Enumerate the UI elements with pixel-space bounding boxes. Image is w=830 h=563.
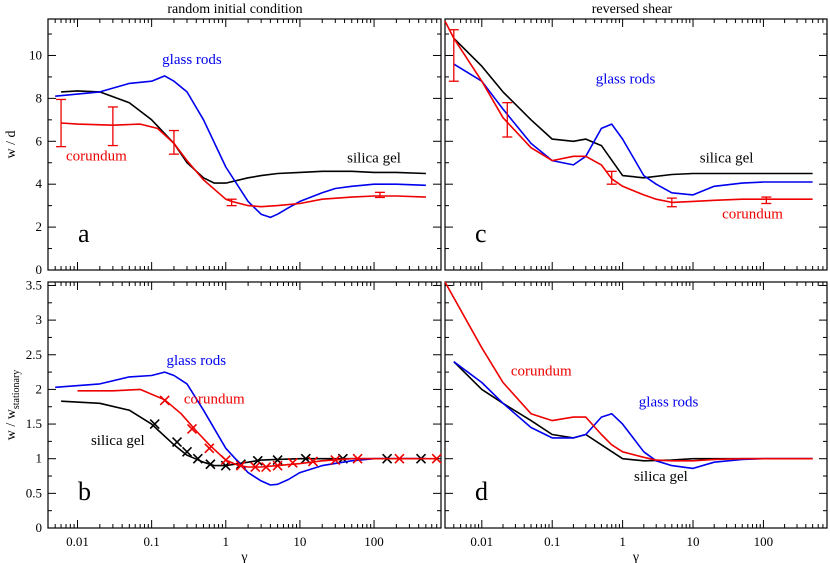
marker-x <box>330 455 341 466</box>
y-axis-label: w / d <box>4 131 19 159</box>
marker-x <box>186 423 198 434</box>
panel-letter-b: b <box>78 477 91 506</box>
marker-x <box>250 461 261 473</box>
title-right: reversed shear <box>592 2 673 17</box>
series-line-glass-rods <box>55 371 426 486</box>
x-tick-label: 0.01 <box>66 534 89 549</box>
x-tick-label: 0.01 <box>470 534 493 549</box>
marker-x <box>261 461 272 473</box>
series-line-glass-rods <box>453 361 813 470</box>
series-label-glass-rods: glass rods <box>639 395 699 411</box>
x-tick-label: 1 <box>619 534 626 549</box>
series-line-glass-rods <box>453 63 813 196</box>
marker-x <box>159 395 170 406</box>
y-tick-label: 2 <box>36 219 43 234</box>
series-label-glass-rods: glass rods <box>596 71 656 87</box>
series-line-corundum <box>444 20 813 204</box>
y-tick-label: 8 <box>36 90 43 105</box>
marker-x <box>394 453 405 464</box>
marker-x <box>431 453 442 464</box>
series-label-silica-gel: silica gel <box>700 151 754 167</box>
x-axis-label: γ <box>632 550 639 563</box>
series-label-corundum: corundum <box>722 207 783 223</box>
y-tick-label: 0 <box>36 262 43 277</box>
y-tick-label: 1.5 <box>26 416 42 431</box>
series-label-silica-gel: silica gel <box>634 469 688 485</box>
axes-frame-a <box>47 18 442 271</box>
series-line-silica-gel <box>61 90 426 184</box>
panel-a: 0 2 4 6 8 10 w / d silica gel glass rods corundum… <box>4 18 442 277</box>
marker-x <box>235 460 246 471</box>
y-tick-label: 3.5 <box>26 277 42 292</box>
marker-x <box>171 437 183 448</box>
x-tick-label: 0.1 <box>144 534 160 549</box>
y-tick-label: 2.5 <box>26 347 42 362</box>
x-tick-label: 0.1 <box>544 534 560 549</box>
marker-x <box>252 455 263 466</box>
panel-letter-c: c <box>475 219 487 248</box>
x-tick-label: 100 <box>364 534 384 549</box>
series-label-glass-rods: glass rods <box>162 52 222 68</box>
y-tick-label: 6 <box>36 133 43 148</box>
marker-x <box>287 457 298 468</box>
marker-x <box>205 459 216 470</box>
y-tick-label: 4 <box>36 176 43 191</box>
marker-x <box>181 446 193 457</box>
marker-x <box>307 456 319 467</box>
x-tick-label: 100 <box>754 534 774 549</box>
series-line-silica-gel <box>453 361 813 462</box>
series-label-silica-gel: silica gel <box>347 151 401 167</box>
axes-frame-d <box>444 281 828 529</box>
series-label-corundum: corundum <box>511 364 572 380</box>
marker-x <box>149 418 160 430</box>
marker-x <box>204 443 215 454</box>
y-tick-label: 10 <box>29 47 42 62</box>
panel-letter-a: a <box>78 219 90 248</box>
y-axis-label-sub: stationary <box>11 370 22 409</box>
series-label-silica-gel: silica gel <box>91 433 145 449</box>
series-line-corundum <box>444 281 813 462</box>
marker-x <box>220 455 231 466</box>
axes-frame-c <box>444 18 828 271</box>
marker-x <box>272 460 283 471</box>
series-label-corundum: corundum <box>66 149 127 165</box>
x-tick-label: 10 <box>687 534 700 549</box>
panel-d: 0.01 0.1 1 10 100 γ silica gel glass rods corund… <box>444 281 828 563</box>
y-tick-label: 0.5 <box>26 485 42 500</box>
x-tick-label: 1 <box>223 534 230 549</box>
marker-x <box>192 453 203 464</box>
marker-x <box>352 453 363 464</box>
panel-letter-d: d <box>475 477 488 506</box>
series-line-silica-gel <box>453 37 813 179</box>
axes-frame-b <box>47 281 442 529</box>
y-tick-label: 1 <box>36 451 43 466</box>
series-line-glass-rods <box>55 75 426 219</box>
y-tick-label: 3 <box>36 312 43 327</box>
panel-c: silica gel glass rods corundum c <box>444 18 828 271</box>
series-label-corundum: corundum <box>184 391 245 407</box>
x-axis-label: γ <box>240 550 247 563</box>
y-tick-label: 0 <box>36 520 43 535</box>
y-axis-label: w / wstationary <box>4 370 22 441</box>
title-left: random initial condition <box>167 2 302 17</box>
x-tick-label: 10 <box>293 534 306 549</box>
y-tick-label: 2 <box>36 381 43 396</box>
series-label-glass-rods: glass rods <box>166 353 226 369</box>
panel-b: 0.01 0.1 1 10 100 γ 0 0.5 1 1.5 2 2.5 3 3.5 w / wstati… <box>4 277 442 563</box>
